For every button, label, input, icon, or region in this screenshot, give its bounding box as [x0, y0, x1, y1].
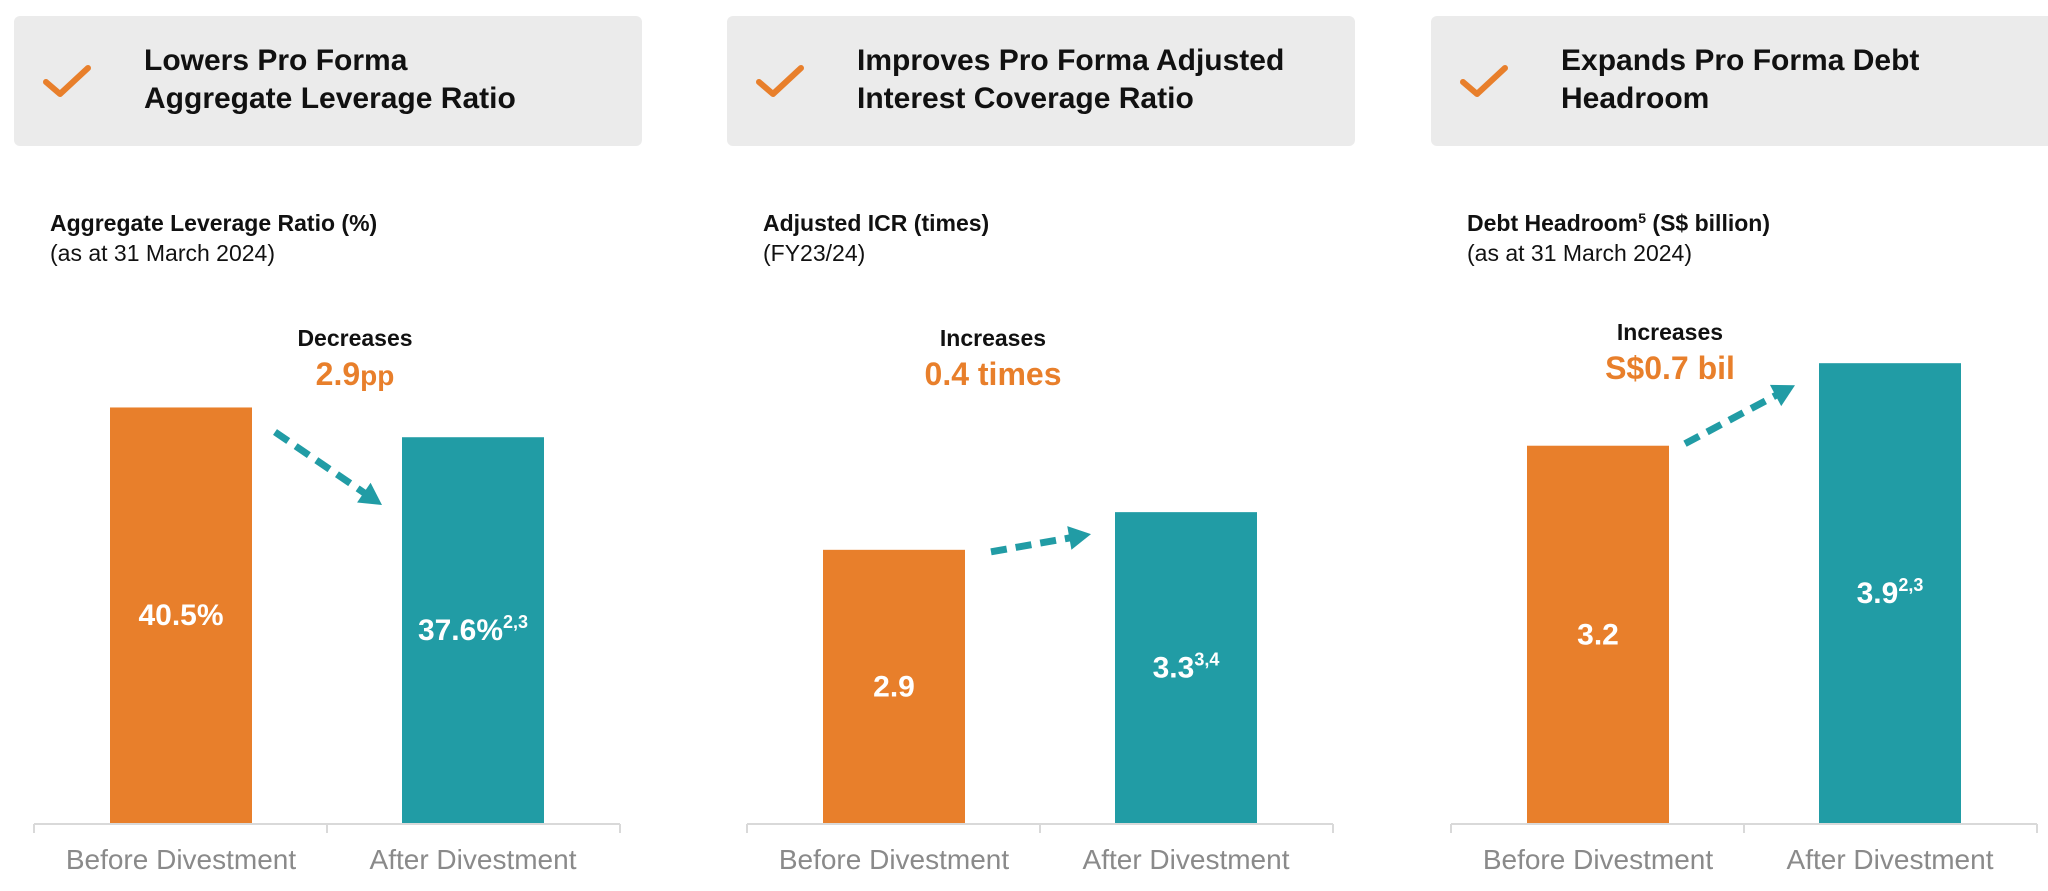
check-icon [756, 65, 804, 97]
change-arrow [990, 534, 1072, 556]
category-label: Before Divestment [66, 844, 297, 875]
change-annotation-value: S$0.7 bil [1605, 350, 1735, 386]
bar-value-footnote: 3,4 [1194, 650, 1219, 670]
panel-header-title: Expands Pro Forma Debt Headroom [1561, 44, 1920, 115]
panel-debt-headroom: Expands Pro Forma Debt Headroom Debt Hea… [1417, 0, 2048, 891]
category-label: After Divestment [370, 844, 577, 875]
bar-value-footnote: 2,3 [1898, 575, 1923, 595]
panel-header-title: Improves Pro Forma Adjusted Interest Cov… [857, 44, 1285, 115]
category-label: After Divestment [1787, 844, 1994, 875]
panel-header-title: Lowers Pro Forma Aggregate Leverage Rati… [144, 44, 516, 115]
bar-after [402, 437, 544, 823]
bar-value-label: 40.5% [138, 599, 223, 632]
chart-subtitle: (FY23/24) [763, 240, 866, 266]
bar-value-label: 37.6%2,3 [418, 612, 528, 647]
bar-value-label: 2.9 [873, 670, 915, 703]
change-annotation-value: 2.9pp [316, 356, 395, 392]
category-label: Before Divestment [779, 844, 1010, 875]
arrow-head-icon [1769, 384, 1795, 407]
bar-value-footnote: 2,3 [503, 612, 528, 632]
bar-chart: 3.2 Before Divestment 3.92,3 After Divestme… [1450, 319, 2038, 875]
chart-title: Adjusted ICR (times) [763, 210, 990, 236]
chart-subtitle: (as at 31 March 2024) [1467, 240, 1693, 266]
panel-header: Improves Pro Forma Adjusted Interest Cov… [727, 16, 1355, 146]
panel-icr: Improves Pro Forma Adjusted Interest Cov… [713, 0, 1363, 891]
panel-header: Expands Pro Forma Debt Headroom [1431, 16, 2048, 146]
check-icon [1460, 65, 1508, 97]
chart-title: Debt Headroom5 (S$ billion) [1467, 210, 1770, 236]
bar-value-label: 3.92,3 [1857, 575, 1924, 610]
change-annotation-label: Decreases [297, 325, 412, 351]
chart-title: Aggregate Leverage Ratio (%) [50, 210, 378, 236]
bar-value-label: 3.2 [1577, 618, 1619, 651]
chart-title-footnote: 5 [1638, 210, 1647, 226]
arrow-head-icon [1067, 526, 1091, 550]
change-annotation-value: 0.4 times [925, 356, 1062, 392]
bar-chart: 40.5% Before Divestment 37.6%2,3 After Dive… [33, 325, 621, 875]
change-annotation-label: Increases [1617, 319, 1723, 345]
bar-value-label: 3.33,4 [1153, 650, 1220, 685]
bar-after [1819, 363, 1961, 823]
panel-leverage: Lowers Pro Forma Aggregate Leverage Rati… [0, 0, 650, 891]
arrow-head-icon [357, 482, 382, 505]
bar-before [1527, 445, 1669, 823]
chart-subtitle: (as at 31 March 2024) [50, 240, 276, 266]
bar-after [1115, 512, 1257, 823]
panel-header: Lowers Pro Forma Aggregate Leverage Rati… [14, 16, 642, 146]
check-icon [43, 65, 91, 97]
change-arrow [1683, 391, 1779, 447]
category-label: Before Divestment [1483, 844, 1714, 875]
change-arrow [273, 429, 368, 497]
category-label: After Divestment [1083, 844, 1290, 875]
bar-before [110, 407, 252, 823]
bar-chart: 2.9 Before Divestment 3.33,4 After Divestme… [746, 325, 1334, 875]
bar-before [823, 549, 965, 823]
change-annotation-label: Increases [940, 325, 1046, 351]
